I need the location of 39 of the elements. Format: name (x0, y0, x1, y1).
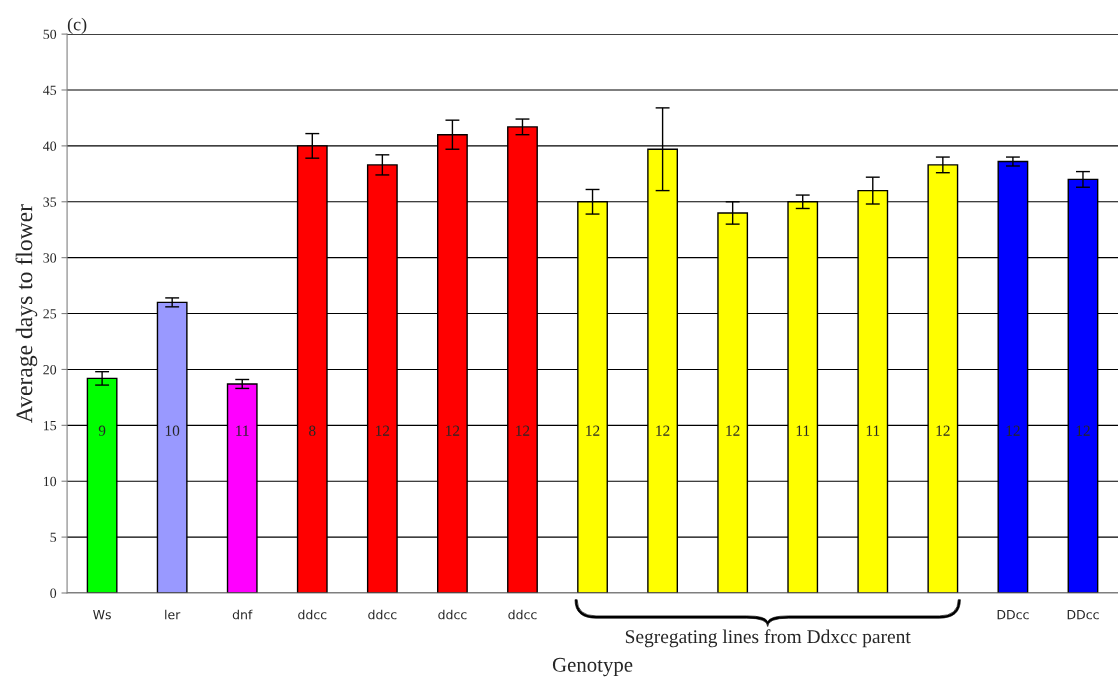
annotation: 12 (656, 425, 670, 436)
annotation: 12 (516, 425, 530, 436)
y-tick-label: 35 (43, 197, 57, 207)
annotation: 12 (936, 425, 950, 436)
x-tick-label: ddcc (298, 609, 327, 620)
x-tick-label: ddcc (508, 609, 537, 620)
y-tick-label: 50 (43, 29, 57, 40)
annotation: 11 (866, 425, 880, 436)
annotation: 12 (726, 425, 740, 436)
y-tick-label: 0 (50, 588, 57, 598)
x-tick-label: DDcc (1067, 610, 1099, 620)
annotation: 12 (376, 425, 390, 436)
annotation: 8 (309, 425, 316, 436)
y-tick-label: 10 (44, 476, 57, 487)
annotation: 12 (586, 425, 600, 436)
y-tick-label: 40 (43, 141, 57, 151)
annotation: 10 (165, 425, 180, 436)
x-tick-label: Ws (93, 610, 111, 620)
y-tick-label: 45 (43, 85, 57, 95)
text: Segregating lines from Ddxcc parent (625, 629, 911, 648)
x-tick-label: ddcc (438, 609, 467, 620)
y-axis-title: Average days to flower (15, 204, 38, 423)
annotation: 11 (796, 425, 810, 436)
x-tick-label: ler (165, 609, 181, 620)
annotation: 11 (236, 425, 249, 436)
annotation: 12 (1006, 425, 1020, 436)
y-tick-label: 20 (43, 365, 57, 375)
annotation: 9 (98, 425, 106, 436)
chart-title: (c) (67, 17, 87, 35)
x-tick-label: ddcc (368, 609, 397, 620)
y-tick-label: 30 (43, 253, 57, 263)
annotation: 12 (446, 425, 460, 436)
y-tick-label: 25 (43, 309, 57, 319)
x-axis-title: Genotype (552, 657, 633, 677)
x-tick-label: DDcc (997, 610, 1029, 620)
x-tick-label: dnf (232, 609, 253, 620)
y-tick-label: 15 (44, 420, 57, 431)
y-tick-label: 5 (50, 532, 57, 543)
annotation: 12 (1076, 425, 1090, 436)
